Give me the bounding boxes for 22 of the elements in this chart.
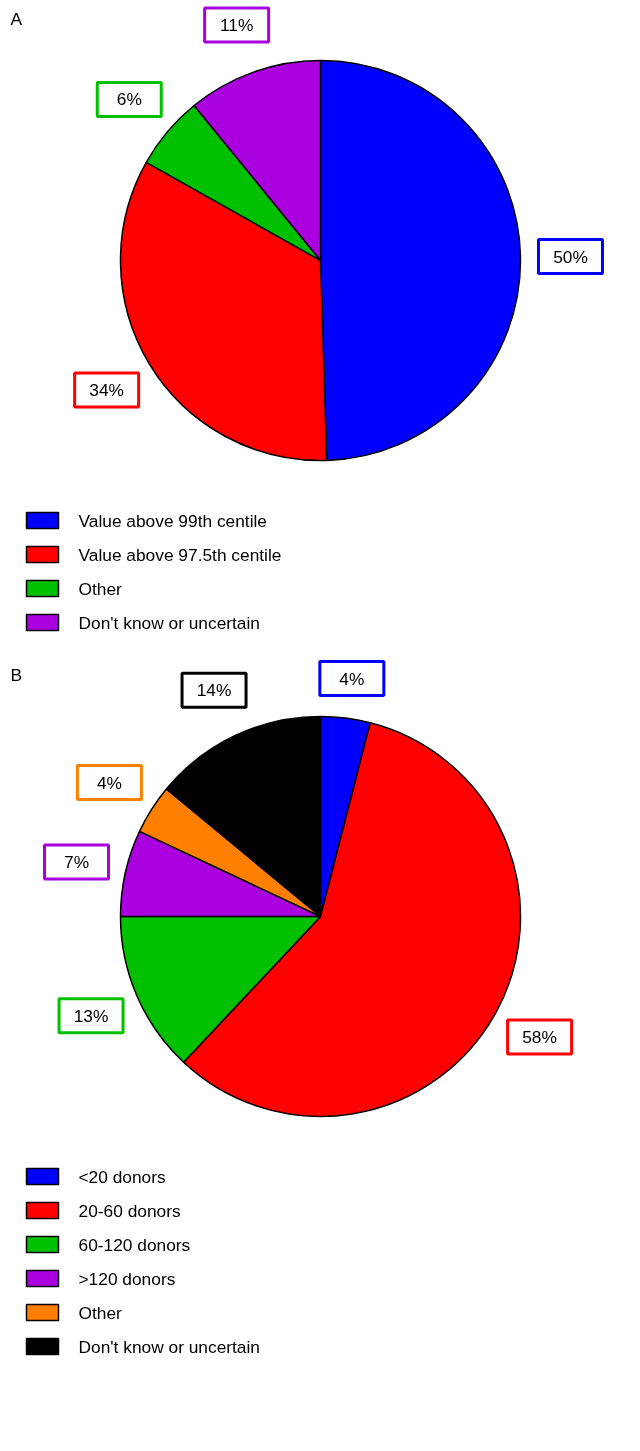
data-label: 14%	[196, 680, 232, 701]
data-label: 6%	[116, 89, 142, 110]
legend-label: Value above 99th centile	[78, 510, 268, 531]
data-label: 50%	[553, 246, 588, 267]
data-label: 13%	[73, 1005, 109, 1026]
data-label: 4%	[339, 668, 365, 689]
legend-label: 20-60 donors	[78, 1200, 181, 1221]
legend-label: <20 donors	[78, 1166, 167, 1187]
legend-label: Other	[78, 578, 123, 599]
data-label: 7%	[64, 851, 90, 872]
legend-label: 60-120 donors	[78, 1234, 191, 1255]
data-label: 4%	[96, 772, 122, 793]
data-label: 34%	[89, 379, 124, 400]
legend-label: Don't know or uncertain	[78, 612, 260, 633]
legend-label: Don't know or uncertain	[78, 1336, 260, 1357]
legend-label: Value above 97.5th centile	[78, 544, 282, 565]
chart-title: B	[10, 664, 23, 685]
legend-label: Other	[78, 1302, 123, 1323]
chart-title: A	[10, 8, 23, 29]
legend-label: >120 donors	[78, 1268, 176, 1289]
data-label: 11%	[219, 14, 254, 35]
data-label: 58%	[522, 1026, 557, 1047]
